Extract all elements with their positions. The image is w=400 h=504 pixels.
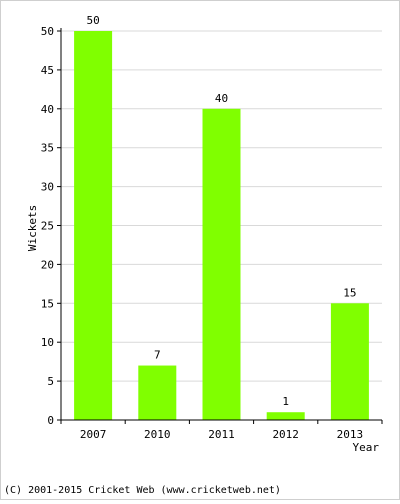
data-label: 40 — [215, 92, 228, 105]
bar — [202, 108, 241, 421]
y-axis-label: Wickets — [26, 205, 39, 251]
bars: 50 7 40 1 15 — [74, 14, 369, 421]
y-tick-label: 0 — [47, 414, 54, 427]
y-tick-label: 25 — [41, 220, 54, 233]
x-tick-label: 2013 — [337, 428, 364, 441]
y-tick-label: 45 — [41, 64, 54, 77]
bar — [330, 303, 369, 420]
data-label: 50 — [86, 14, 99, 27]
y-tick-label: 35 — [41, 142, 54, 155]
x-tick-label: 2011 — [208, 428, 235, 441]
bar — [138, 365, 177, 420]
bar — [266, 412, 305, 420]
x-tick-label: 2012 — [272, 428, 299, 441]
y-tick-label: 10 — [41, 336, 54, 349]
x-tick-label: 2010 — [144, 428, 171, 441]
y-tick-label: 20 — [41, 258, 54, 271]
x-axis-label: Year — [353, 441, 380, 454]
x-tick-label: 2007 — [80, 428, 107, 441]
y-tick-label: 40 — [41, 103, 54, 116]
y-tick-label: 30 — [41, 181, 54, 194]
data-label: 1 — [282, 395, 289, 408]
copyright-footer: (C) 2001-2015 Cricket Web (www.cricketwe… — [4, 485, 281, 496]
x-axis-ticks: 2007 2010 2011 2012 2013 — [60, 420, 383, 441]
data-label: 15 — [343, 286, 356, 299]
bar — [74, 31, 113, 420]
data-label: 7 — [154, 349, 161, 362]
y-tick-label: 15 — [41, 297, 54, 310]
axes — [60, 28, 382, 421]
y-tick-label: 5 — [47, 375, 54, 388]
y-axis-ticks: 0 5 10 15 20 25 30 35 40 45 50 — [41, 25, 61, 427]
y-tick-label: 50 — [41, 25, 54, 38]
